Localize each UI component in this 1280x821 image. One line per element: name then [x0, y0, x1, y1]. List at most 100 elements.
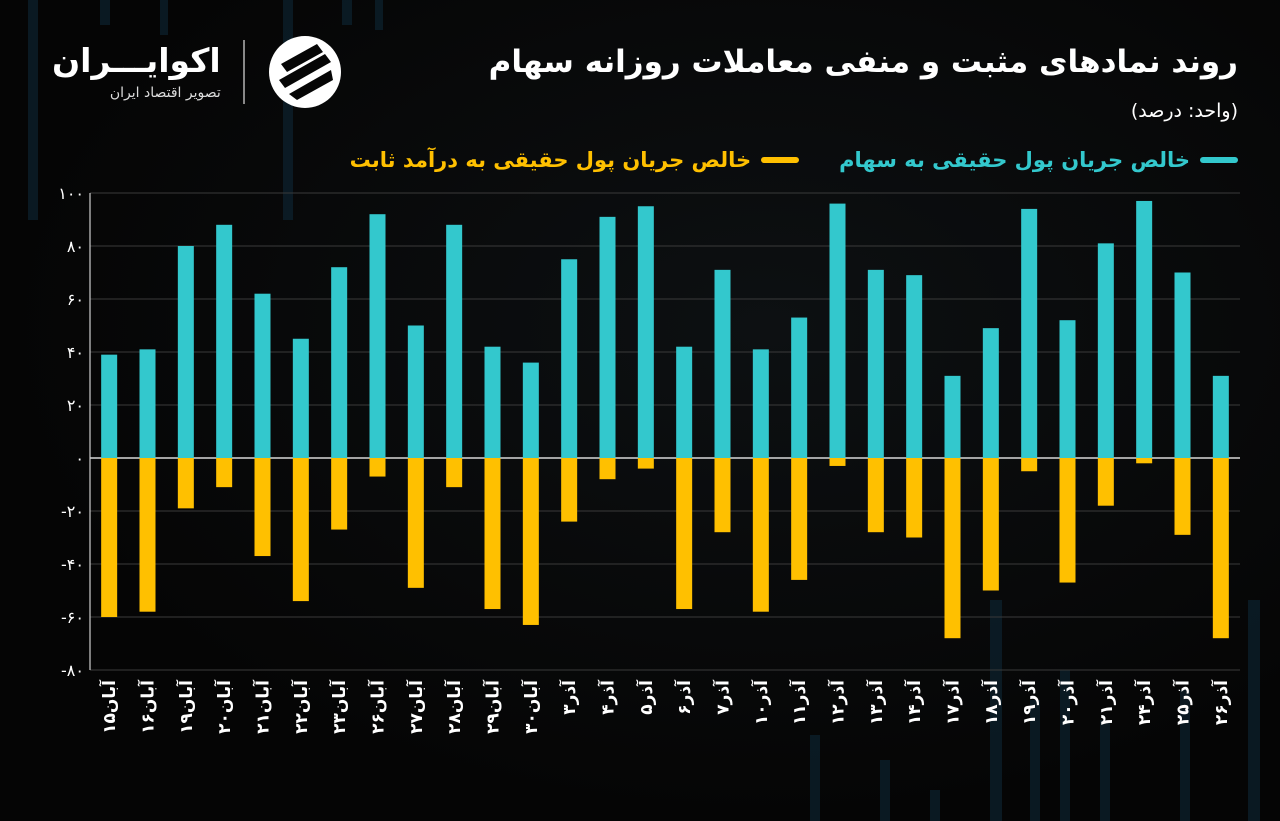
- y-tick-label: ۲۰: [67, 396, 84, 415]
- bar-fixed-income: [1021, 458, 1038, 472]
- y-tick-label: -۶۰: [61, 608, 84, 627]
- x-tick-label: آبان۲۶: [367, 679, 389, 734]
- bar-stocks: [101, 354, 118, 458]
- bar-stocks: [791, 317, 808, 458]
- x-tick-label: آبان۲۰: [213, 679, 235, 734]
- x-tick-label: آذر۱۹: [1018, 679, 1040, 725]
- bar-fixed-income: [139, 458, 156, 612]
- bar-stocks: [599, 216, 616, 458]
- bar-stocks: [331, 267, 348, 458]
- bar-fixed-income: [1059, 458, 1076, 583]
- bar-fixed-income: [791, 458, 808, 580]
- bar-stocks: [407, 325, 424, 458]
- x-tick-label: آذر۲۶: [1210, 679, 1232, 725]
- bar-stocks: [944, 375, 961, 458]
- x-tick-label: آبان۲۳: [328, 679, 350, 734]
- x-tick-label: آذر۱۰: [750, 679, 772, 725]
- bar-fixed-income: [944, 458, 961, 639]
- bar-stocks: [139, 349, 156, 458]
- bar-fixed-income: [177, 458, 194, 509]
- bar-stocks: [867, 269, 884, 458]
- x-tick-label: آذر۲۱: [1095, 679, 1117, 725]
- bar-fixed-income: [561, 458, 578, 522]
- bar-fixed-income: [906, 458, 923, 538]
- bar-fixed-income: [522, 458, 539, 625]
- bar-fixed-income: [484, 458, 501, 610]
- bar-fixed-income: [216, 458, 233, 488]
- x-tick-label: آبان۱۵: [98, 679, 120, 734]
- legend-swatch-fixed-income: [761, 157, 800, 163]
- bar-fixed-income: [829, 458, 846, 466]
- bar-fixed-income: [752, 458, 769, 612]
- chart-title: روند نمادهای مثبت و منفی معاملات روزانه …: [488, 44, 1238, 80]
- bar-stocks: [752, 349, 769, 458]
- y-tick-label: -۲۰: [61, 502, 84, 521]
- bar-fixed-income: [1174, 458, 1191, 535]
- bar-stocks: [1021, 208, 1038, 458]
- y-tick-label: -۴۰: [61, 555, 84, 574]
- bar-stocks: [637, 206, 654, 458]
- bar-fixed-income: [637, 458, 654, 469]
- x-tick-label: آذر۱۸: [980, 679, 1002, 725]
- x-tick-label: آذر۵: [635, 679, 657, 715]
- bar-fixed-income: [599, 458, 616, 480]
- bar-stocks: [676, 346, 693, 458]
- bar-stocks: [292, 338, 309, 458]
- x-tick-label: آذر۲۴: [1133, 679, 1155, 725]
- bar-fixed-income: [407, 458, 424, 588]
- x-tick-label: آبان۱۶: [137, 679, 159, 734]
- bar-stocks: [1174, 272, 1191, 458]
- bar-fixed-income: [982, 458, 999, 591]
- bar-stocks: [484, 346, 501, 458]
- bar-fixed-income: [446, 458, 463, 488]
- bar-stocks: [446, 224, 463, 458]
- bar-fixed-income: [331, 458, 348, 530]
- bar-stocks: [216, 224, 233, 458]
- bar-fixed-income: [292, 458, 309, 602]
- bar-fixed-income: [867, 458, 884, 533]
- x-tick-label: آبان۲۸: [443, 679, 465, 734]
- x-tick-label: آبان۱۹: [175, 679, 197, 734]
- x-tick-label: آذر۱۴: [903, 679, 925, 725]
- x-tick-label: آبان۲۷: [405, 679, 427, 734]
- y-tick-label: ۴۰: [67, 343, 84, 362]
- x-tick-label: آذر۷: [712, 679, 734, 715]
- bar-fixed-income: [101, 458, 118, 617]
- bar-stocks: [369, 214, 386, 458]
- bar-fixed-income: [254, 458, 271, 557]
- x-tick-label: آذر۳: [558, 679, 580, 715]
- ecoiran-logo-icon: [268, 36, 341, 108]
- bar-stocks: [1097, 243, 1114, 458]
- legend-label-fixed-income: خالص جریان پول حقیقی به درآمد ثابت: [349, 148, 752, 172]
- bar-stocks: [254, 293, 271, 458]
- bar-stocks: [1059, 320, 1076, 458]
- bar-fixed-income: [1097, 458, 1114, 506]
- bar-stocks: [829, 203, 846, 458]
- x-tick-label: آبان۲۹: [482, 679, 504, 734]
- brand-logo: اکوایـــران تصویر اقتصاد ایران: [52, 34, 343, 110]
- x-tick-label: آبان۳۰: [520, 679, 542, 734]
- x-tick-label: آذر۱۳: [865, 679, 887, 725]
- x-tick-label: آذر۴: [597, 679, 619, 715]
- bar-stocks: [714, 269, 731, 458]
- x-tick-label: آذر۶: [673, 679, 695, 715]
- x-tick-label: آذر۱۱: [788, 679, 810, 725]
- bar-fixed-income: [714, 458, 731, 533]
- brand-name: اکوایـــران: [52, 40, 221, 80]
- logo-divider: [242, 40, 245, 104]
- y-tick-label: -۸۰: [61, 661, 84, 680]
- bar-stocks: [177, 246, 194, 458]
- bar-stocks: [1136, 200, 1153, 458]
- x-tick-label: آبان۲۱: [252, 679, 274, 734]
- bar-stocks: [522, 362, 539, 458]
- x-tick-label: آذر۱۷: [942, 679, 964, 725]
- bar-fixed-income: [369, 458, 386, 477]
- x-tick-label: آذر۱۲: [827, 679, 849, 725]
- x-tick-label: آذر۲۰: [1057, 679, 1079, 725]
- bar-stocks: [982, 328, 999, 458]
- legend-item-stocks: خالص جریان پول حقیقی به سهام: [839, 148, 1238, 172]
- x-tick-label: آبان۲۲: [290, 679, 312, 734]
